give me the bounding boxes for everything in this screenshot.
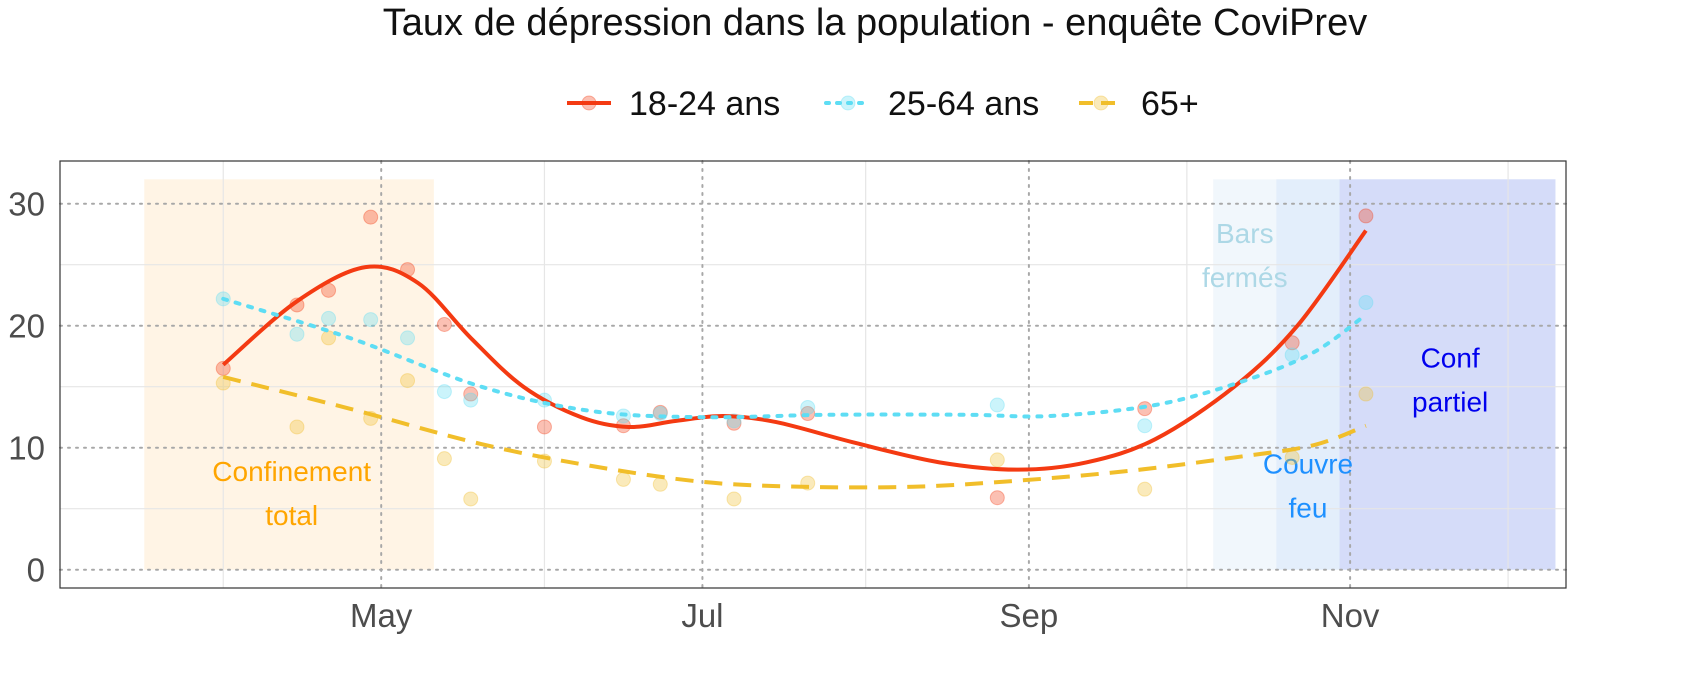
legend-point-25-64-ans: [840, 95, 856, 111]
data-point-25-64-ans: [989, 397, 1005, 413]
period-label-bars-ferm-s: Bars fermés: [1202, 218, 1288, 293]
data-point-65: [989, 452, 1005, 468]
period-label-line: Conf: [1421, 342, 1480, 373]
legend-item-65: 65+: [1079, 85, 1199, 123]
period-band-conf-partiel: [1339, 179, 1556, 570]
data-point-25-64-ans: [1358, 295, 1374, 311]
data-point-25-64-ans: [463, 392, 479, 408]
period-label-conf-partiel: Conf partiel: [1412, 342, 1488, 417]
trend-line-65: [222, 375, 1367, 490]
data-point-18-24-ans: [215, 360, 231, 376]
x-tick-label: Nov: [1321, 597, 1380, 634]
period-label-line: fermés: [1202, 262, 1288, 293]
plot-area: Confinement total Bars fermés Couvre feu Conf p…: [8, 160, 1567, 634]
period-band-couvre-feu: [1276, 179, 1556, 570]
legend-point-65: [1093, 95, 1109, 111]
period-label-line: Bars: [1216, 218, 1274, 249]
x-tick-label: Jul: [681, 597, 723, 634]
y-tick-label: 10: [8, 430, 45, 467]
data-point-25-64-ans: [436, 384, 452, 400]
data-point-18-24-ans: [536, 419, 552, 435]
x-tick-label: May: [350, 597, 413, 634]
period-band-bars-ferm-s: [1213, 179, 1556, 570]
data-point-18-24-ans: [1284, 335, 1300, 351]
x-tick-label: Sep: [1000, 597, 1059, 634]
legend: 18-24 ans 25-64 ans 65+: [567, 85, 1199, 123]
period-label-line: Confinement: [212, 456, 371, 487]
legend-label-25-64-ans: 25-64 ans: [888, 85, 1039, 123]
data-point-18-24-ans: [463, 386, 479, 402]
period-band-confinement-total: [144, 179, 434, 570]
data-point-25-64-ans: [1284, 347, 1300, 363]
legend-item-25-64-ans: 25-64 ans: [824, 85, 1039, 123]
data-point-25-64-ans: [363, 312, 379, 328]
period-label-line: total: [265, 500, 318, 531]
data-point-65: [463, 491, 479, 507]
period-label-line: Couvre: [1263, 449, 1353, 480]
data-point-65: [1137, 481, 1153, 497]
data-point-25-64-ans: [1137, 418, 1153, 434]
data-point-65: [615, 471, 631, 487]
data-point-65: [436, 451, 452, 467]
y-tick-label: 20: [8, 308, 45, 345]
period-label-confinement-total: Confinement total: [212, 456, 371, 531]
period-label-couvre-feu: Couvre feu: [1263, 449, 1353, 524]
plot-border: [59, 160, 1567, 589]
y-tick-label: 0: [27, 552, 45, 589]
data-point-65: [400, 373, 416, 389]
data-point-65: [1284, 449, 1300, 465]
data-point-18-24-ans: [363, 209, 379, 225]
legend-point-18-24-ans: [581, 95, 597, 111]
chart-title: Taux de dépression dans la population - …: [383, 2, 1367, 44]
data-point-65: [652, 476, 668, 492]
data-point-65: [726, 491, 742, 507]
data-point-18-24-ans: [989, 490, 1005, 506]
period-label-line: partiel: [1412, 386, 1488, 417]
data-point-18-24-ans: [1358, 208, 1374, 224]
legend-label-65: 65+: [1141, 85, 1199, 123]
trend-line-25-64-ans: [221, 296, 1368, 420]
data-point-18-24-ans: [436, 316, 452, 332]
data-point-65: [1358, 386, 1374, 402]
data-point-25-64-ans: [289, 326, 305, 342]
period-label-line: feu: [1289, 493, 1328, 524]
data-point-25-64-ans: [321, 310, 337, 326]
y-tick-label: 30: [8, 186, 45, 223]
data-point-65: [289, 419, 305, 435]
legend-label-18-24-ans: 18-24 ans: [629, 85, 780, 123]
data-point-25-64-ans: [800, 399, 816, 415]
legend-item-18-24-ans: 18-24 ans: [567, 85, 780, 123]
data-point-25-64-ans: [652, 406, 668, 422]
data-point-25-64-ans: [400, 330, 416, 346]
